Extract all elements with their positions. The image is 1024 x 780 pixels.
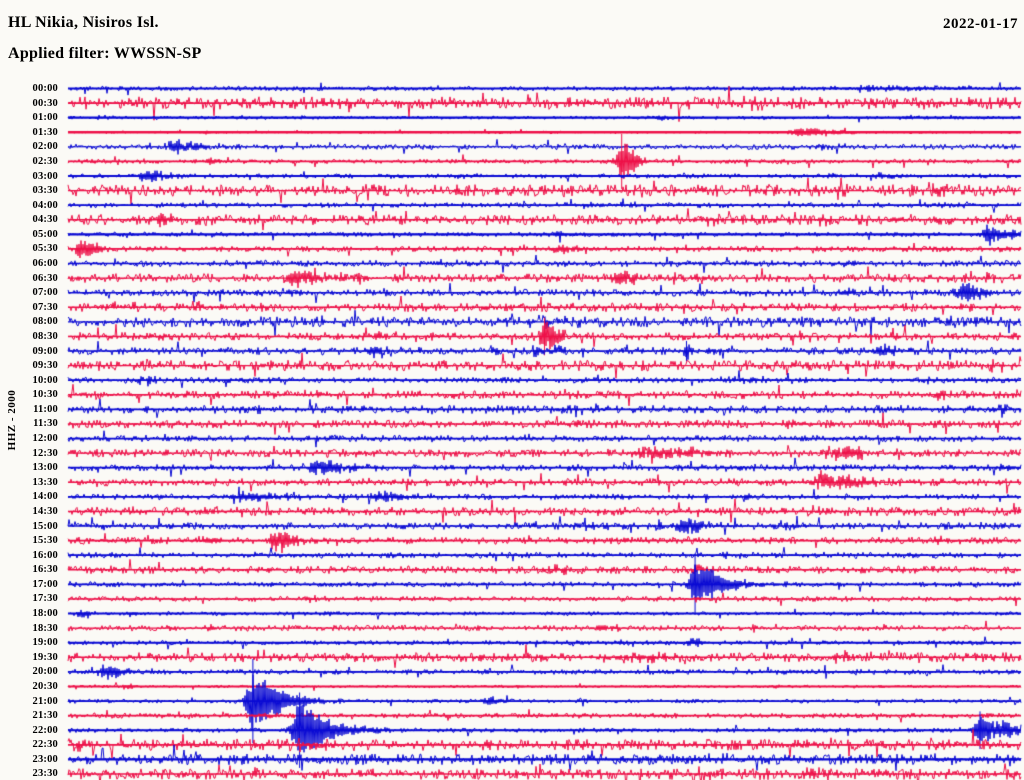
- time-label: 21:30: [32, 710, 58, 722]
- time-label: 10:30: [32, 389, 58, 401]
- time-label: 00:30: [32, 97, 58, 109]
- time-label: 23:30: [32, 768, 58, 780]
- time-label: 12:30: [32, 447, 58, 459]
- time-label: 09:30: [32, 360, 58, 372]
- time-label: 18:30: [32, 622, 58, 634]
- time-label: 18:00: [32, 608, 58, 620]
- time-label: 15:00: [32, 520, 58, 532]
- time-label: 05:00: [32, 228, 58, 240]
- time-label: 17:30: [32, 593, 58, 605]
- time-label: 12:00: [32, 433, 58, 445]
- time-label: 13:00: [32, 462, 58, 474]
- time-label: 16:30: [32, 564, 58, 576]
- time-label: 20:00: [32, 666, 58, 678]
- time-label: 07:30: [32, 301, 58, 313]
- time-label: 05:30: [32, 243, 58, 255]
- time-label: 10:00: [32, 374, 58, 386]
- time-label: 23:00: [32, 753, 58, 765]
- time-label: 22:30: [32, 739, 58, 751]
- time-label: 03:30: [32, 185, 58, 197]
- station-title: HL Nikia, Nisiros Isl.: [8, 14, 159, 31]
- filter-label: Applied filter: WWSSN-SP: [8, 45, 202, 62]
- time-label: 04:00: [32, 199, 58, 211]
- time-label: 11:00: [33, 403, 58, 415]
- time-label: 16:00: [32, 549, 58, 561]
- time-label: 14:00: [32, 491, 58, 503]
- time-label: 00:00: [32, 83, 58, 94]
- time-label: 11:30: [33, 418, 58, 430]
- time-label: 14:30: [32, 505, 58, 517]
- time-label: 22:00: [32, 724, 58, 736]
- time-label: 02:00: [32, 141, 58, 153]
- time-label: 06:00: [32, 258, 58, 270]
- time-label: 08:30: [32, 330, 58, 342]
- time-label: 03:00: [32, 170, 58, 182]
- time-label: 01:30: [32, 126, 58, 138]
- time-label: 19:30: [32, 651, 58, 663]
- time-label: 01:00: [32, 112, 58, 124]
- time-label: 13:30: [32, 476, 58, 488]
- time-label: 20:30: [32, 680, 58, 692]
- time-label: 19:00: [32, 637, 58, 649]
- time-label: 08:00: [32, 316, 58, 328]
- time-label: 09:00: [32, 345, 58, 357]
- time-label: 04:30: [32, 214, 58, 226]
- time-label: 06:30: [32, 272, 58, 284]
- time-label: 07:00: [32, 287, 58, 299]
- date-label: 2022-01-17: [943, 16, 1018, 32]
- time-label: 15:30: [32, 535, 58, 547]
- time-label: 02:30: [32, 155, 58, 167]
- time-label: 21:00: [32, 695, 58, 707]
- time-label: 17:00: [32, 578, 58, 590]
